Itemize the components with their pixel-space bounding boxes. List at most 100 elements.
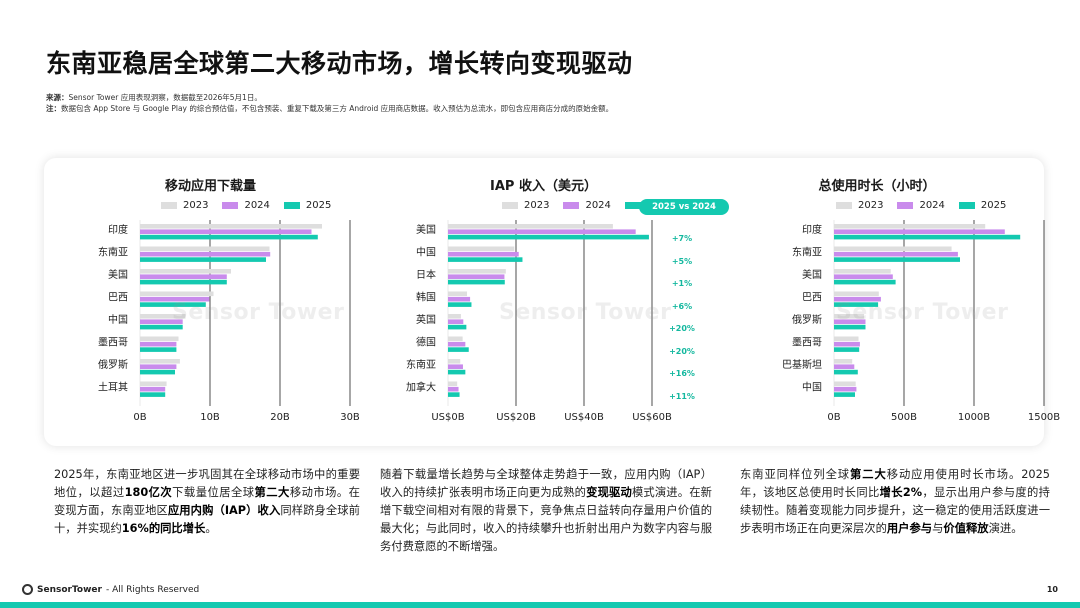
category-label: 墨西哥 bbox=[792, 337, 822, 349]
bar-2024 bbox=[448, 296, 471, 302]
bar-2025 bbox=[140, 392, 166, 397]
emphasis-text: 16%的同比增长 bbox=[121, 522, 206, 535]
bar-2024 bbox=[140, 274, 227, 279]
bar-2023 bbox=[834, 291, 879, 297]
tick-label: US$60B bbox=[632, 412, 672, 423]
yoy-label: +20% bbox=[669, 324, 695, 333]
bar-2023 bbox=[140, 381, 167, 387]
bar-2024 bbox=[140, 364, 177, 369]
bar-2023 bbox=[140, 224, 322, 229]
paragraph-usage: 东南亚同样位列全球第二大移动应用使用时长市场。2025年，该地区总使用时长同比增… bbox=[740, 466, 1050, 538]
bar-2024 bbox=[448, 229, 636, 234]
emphasis-text: 用户参与 bbox=[886, 522, 933, 535]
legend-swatch bbox=[836, 202, 852, 209]
category-label: 加拿大 bbox=[406, 381, 436, 394]
bar-2025 bbox=[834, 279, 896, 285]
category-label: 巴西 bbox=[802, 292, 822, 304]
emphasis-text: 应用内购（IAP）收入 bbox=[167, 504, 281, 517]
bar-2024 bbox=[834, 229, 1005, 234]
bar-2023 bbox=[834, 314, 865, 319]
bar-2023 bbox=[448, 359, 461, 364]
bar-2024 bbox=[448, 251, 519, 257]
category-label: 德国 bbox=[416, 336, 436, 349]
bar-2024 bbox=[834, 364, 855, 369]
legend-label: 2023 bbox=[858, 200, 884, 211]
bar-2024 bbox=[834, 251, 958, 257]
bar-2023 bbox=[448, 291, 468, 297]
category-label: 巴基斯坦 bbox=[782, 358, 822, 371]
watermark: Sensor Tower bbox=[499, 300, 672, 325]
bar-2023 bbox=[834, 269, 891, 274]
bar-2023 bbox=[140, 269, 231, 274]
legend-swatch bbox=[502, 202, 518, 209]
bar-2023 bbox=[448, 314, 461, 319]
bar-2024 bbox=[834, 319, 866, 324]
legend-label: 2023 bbox=[183, 200, 209, 211]
category-label: 东南亚 bbox=[406, 358, 436, 371]
bar-2025 bbox=[448, 234, 649, 240]
tick-label: 30B bbox=[340, 412, 360, 423]
source-line: 来源：Sensor Tower 应用表现洞察，数据截至2026年5月1日。 bbox=[46, 93, 262, 102]
legend-swatch bbox=[283, 202, 300, 209]
category-label: 俄罗斯 bbox=[792, 313, 822, 326]
bar-2024 bbox=[834, 341, 860, 347]
bar-2025 bbox=[834, 392, 855, 397]
emphasis-text: 第二大 bbox=[254, 486, 290, 499]
bar-2025 bbox=[140, 347, 177, 352]
category-label: 中国 bbox=[108, 313, 128, 326]
bar-2024 bbox=[140, 386, 166, 392]
yoy-badge: 2025 vs 2024 bbox=[639, 199, 729, 215]
bar-2025 bbox=[834, 257, 960, 262]
bar-2023 bbox=[834, 336, 859, 342]
emphasis-text: 价值释放 bbox=[943, 522, 989, 535]
bar-2024 bbox=[834, 296, 881, 302]
category-label: 东南亚 bbox=[98, 246, 128, 259]
bar-2025 bbox=[140, 302, 206, 307]
category-label: 韩国 bbox=[416, 291, 436, 304]
bar-2023 bbox=[448, 246, 515, 252]
legend-item: 2023 bbox=[502, 200, 549, 211]
bar-2023 bbox=[140, 291, 214, 297]
bar-2023 bbox=[448, 269, 506, 274]
bar-2023 bbox=[140, 336, 179, 342]
bar-2024 bbox=[140, 251, 271, 257]
usage-time-chart: 总使用时长（小时） 2023 2024 2025 印度 东南亚 美国 巴西 俄罗斯 墨西哥 巴基斯坦… bbox=[710, 158, 1060, 446]
bar-2025 bbox=[834, 302, 879, 307]
bar-2024 bbox=[834, 274, 893, 279]
bar-2025 bbox=[448, 324, 467, 330]
bar-2024 bbox=[140, 229, 312, 234]
bar-2024 bbox=[448, 319, 464, 324]
legend-swatch bbox=[222, 202, 239, 209]
page-title: 东南亚稳居全球第二大移动市场，增长转向变现驱动 bbox=[46, 49, 633, 78]
emphasis-text: 第二大 bbox=[850, 468, 887, 481]
yoy-label: +5% bbox=[671, 256, 693, 266]
emphasis-text: 增长2% bbox=[879, 486, 923, 499]
paragraph-downloads: 2025年，东南亚地区进一步巩固其在全球移动市场中的重要地位，以超过180亿次下… bbox=[54, 466, 360, 538]
paragraph-iap: 随着下载量增长趋势与全球整体走势趋于一致，应用内购（IAP）收入的持续扩张表明市… bbox=[380, 466, 712, 556]
category-label: 东南亚 bbox=[792, 246, 822, 259]
yoy-label: +11% bbox=[669, 391, 695, 401]
bar-2024 bbox=[834, 386, 857, 392]
category-label: 美国 bbox=[416, 223, 436, 236]
legend-item: 2025 bbox=[958, 200, 1006, 211]
yoy-label: +6% bbox=[671, 301, 693, 311]
tick-label: US$40B bbox=[564, 412, 604, 423]
bar-2023 bbox=[140, 246, 270, 252]
bar-2023 bbox=[834, 359, 853, 364]
bar-2025 bbox=[140, 257, 266, 262]
bar-2024 bbox=[140, 296, 210, 302]
yoy-label: +20% bbox=[669, 346, 695, 356]
legend-item: 2023 bbox=[836, 200, 883, 211]
category-label: 英国 bbox=[416, 313, 436, 326]
bar-2023 bbox=[834, 381, 856, 387]
category-label: 美国 bbox=[802, 268, 822, 281]
footer-logo: SensorTower - All Rights Reserved bbox=[22, 584, 199, 595]
legend-item: 2025 bbox=[283, 200, 331, 211]
legend-label: 2024 bbox=[244, 200, 270, 211]
category-label: 墨西哥 bbox=[98, 337, 128, 349]
category-label: 俄罗斯 bbox=[98, 358, 128, 371]
note-line: 注：数据包含 App Store 与 Google Play 的综合预估值，不包… bbox=[46, 104, 614, 113]
emphasis-text: 变现驱动 bbox=[586, 486, 632, 499]
bar-2025 bbox=[140, 279, 227, 285]
